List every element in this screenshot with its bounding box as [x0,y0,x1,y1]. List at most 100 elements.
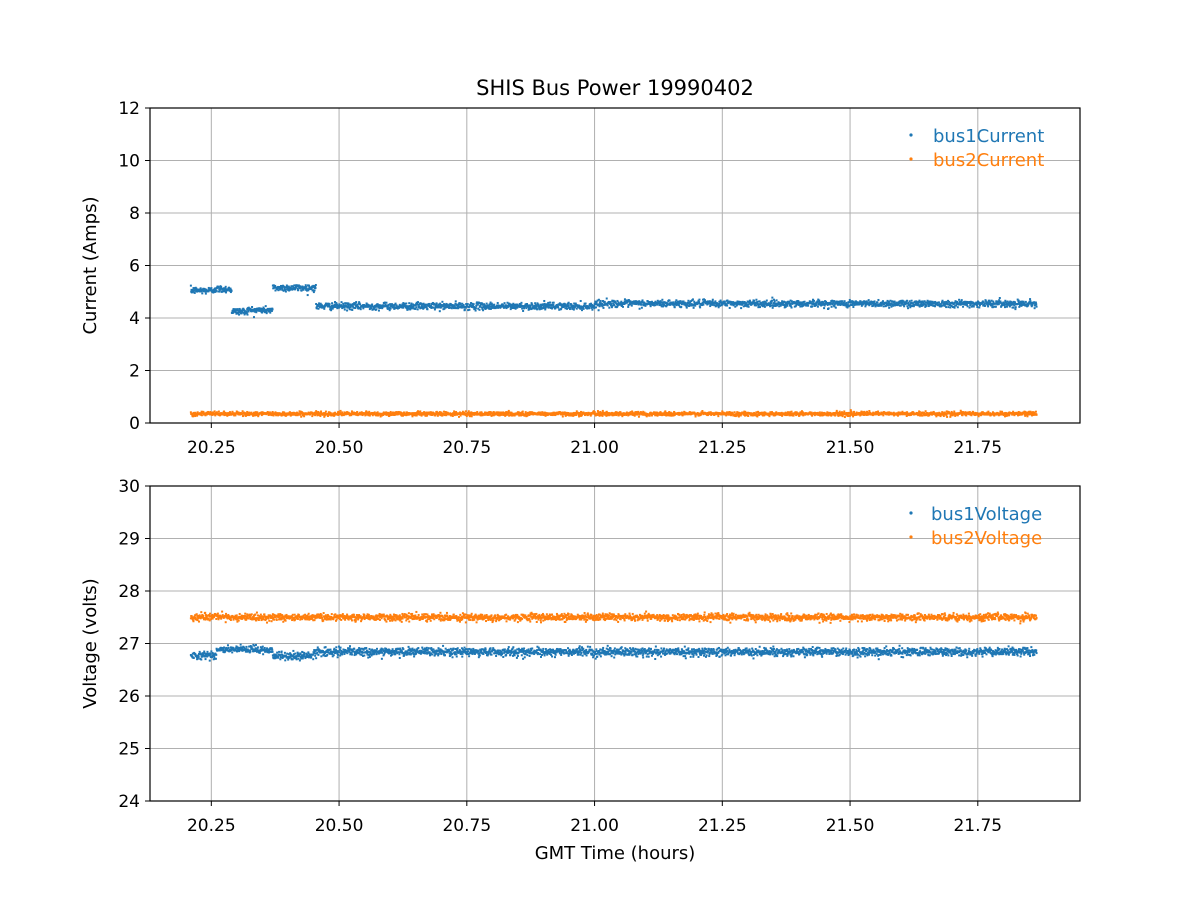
data-point [846,306,849,309]
data-point [721,303,724,306]
data-point [631,411,634,414]
data-point [590,306,593,309]
data-point [521,307,524,310]
data-point [701,410,704,413]
data-point [825,414,828,417]
data-point [889,299,892,302]
data-point [602,411,605,414]
data-point [656,303,659,306]
data-point [199,412,202,415]
data-point [531,303,534,306]
data-point [889,304,892,307]
data-point [945,306,948,309]
data-point [616,299,619,302]
data-point [598,305,601,308]
data-point [784,304,787,307]
data-point [990,299,993,302]
data-point [1014,306,1017,309]
data-point [881,300,884,303]
data-point [640,306,643,309]
data-point [665,305,668,308]
data-point [687,301,690,304]
data-point [706,414,709,417]
data-point [594,303,597,306]
data-point [268,411,271,414]
data-point [948,300,951,303]
data-point [323,415,326,418]
data-point [1013,304,1016,307]
data-point [918,412,921,415]
data-point [658,413,661,416]
data-point [840,411,843,414]
data-point [823,304,826,307]
data-point [625,414,628,417]
data-point [582,306,585,309]
data-point [874,305,877,308]
data-point [774,305,777,308]
data-point [789,305,792,308]
data-point [259,307,262,310]
data-point [738,414,741,417]
data-point [641,301,644,304]
data-point [512,302,515,305]
data-point [593,307,596,310]
data-point [435,304,438,307]
data-point [471,305,474,308]
data-point [667,413,670,416]
data-point [706,300,709,303]
data-point [969,304,972,307]
data-point [450,307,453,310]
data-point [882,305,885,308]
data-point [440,412,443,415]
data-point [736,412,739,415]
data-point [849,301,852,304]
data-point [457,304,460,307]
data-point [256,411,259,414]
data-point [241,310,244,313]
data-point [945,300,948,303]
data-point [718,302,721,305]
data-point [668,411,671,414]
data-point [480,411,483,414]
data-point [251,306,254,308]
data-point [508,414,511,417]
data-point [960,299,963,302]
data-point [765,299,768,302]
data-point [756,413,759,416]
data-point [196,411,199,414]
data-point [718,304,721,307]
data-point [600,412,603,415]
data-point [441,300,444,303]
data-point [364,414,367,417]
data-point [906,299,909,302]
data-point [714,300,717,303]
data-point [411,415,414,418]
data-point [267,307,269,310]
data-point [637,303,640,306]
data-point [343,304,346,307]
data-point [849,409,852,412]
data-point [621,415,624,418]
data-point [656,299,659,302]
data-point [582,307,585,310]
data-point [1007,301,1010,304]
data-point [472,305,475,308]
data-point [919,300,922,303]
data-point [223,288,226,291]
data-point [290,412,293,415]
data-point [417,301,419,304]
data-point [403,302,406,305]
data-point [500,413,503,416]
data-point [877,410,880,413]
data-point [813,304,816,307]
data-point [989,302,992,305]
data-point [480,306,483,309]
data-point [1011,301,1014,304]
data-point [347,302,350,305]
data-point [351,305,354,308]
data-point [800,412,803,415]
data-point [202,411,205,414]
data-point [949,414,952,417]
data-point [317,307,320,310]
data-point [715,304,718,307]
